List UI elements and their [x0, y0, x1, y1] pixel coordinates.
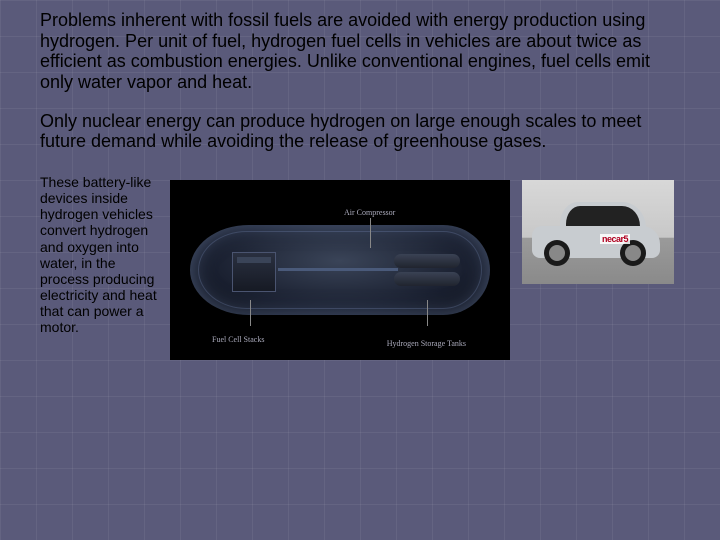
fuel-cell-stacks-label: Fuel Cell Stacks: [212, 335, 264, 344]
car-photo: necar5: [522, 180, 674, 284]
diagram-leader-line: [427, 300, 428, 326]
diagram-pipe: [278, 268, 398, 271]
paragraph-devices: These battery-like devices inside hydrog…: [40, 174, 158, 335]
diagram-fuel-cell-stack: [232, 252, 276, 292]
car-photo-glass: [566, 206, 640, 228]
car-photo-body: necar5: [532, 202, 660, 260]
hydrogen-tanks-label: Hydrogen Storage Tanks: [387, 339, 466, 348]
diagram-tank: [394, 272, 460, 286]
diagram-leader-line: [250, 300, 251, 326]
paragraph-fossil-fuels: Problems inherent with fossil fuels are …: [40, 10, 680, 93]
vehicle-cutaway-diagram: Air Compressor Fuel Cell Stacks Hydrogen…: [170, 180, 510, 360]
slide-content: Problems inherent with fossil fuels are …: [0, 0, 720, 360]
car-brand-label: necar5: [600, 234, 630, 244]
car-photo-wheel: [544, 240, 570, 266]
air-compressor-label: Air Compressor: [344, 208, 395, 217]
diagram-leader-line: [370, 218, 371, 248]
diagram-hydrogen-tanks: [394, 254, 460, 290]
bottom-row: These battery-like devices inside hydrog…: [40, 174, 680, 360]
car-photo-wrap: necar5: [522, 180, 674, 284]
diagram-tank: [394, 254, 460, 268]
vehicle-diagram-wrap: Air Compressor Fuel Cell Stacks Hydrogen…: [170, 180, 510, 360]
paragraph-nuclear: Only nuclear energy can produce hydrogen…: [40, 111, 680, 152]
